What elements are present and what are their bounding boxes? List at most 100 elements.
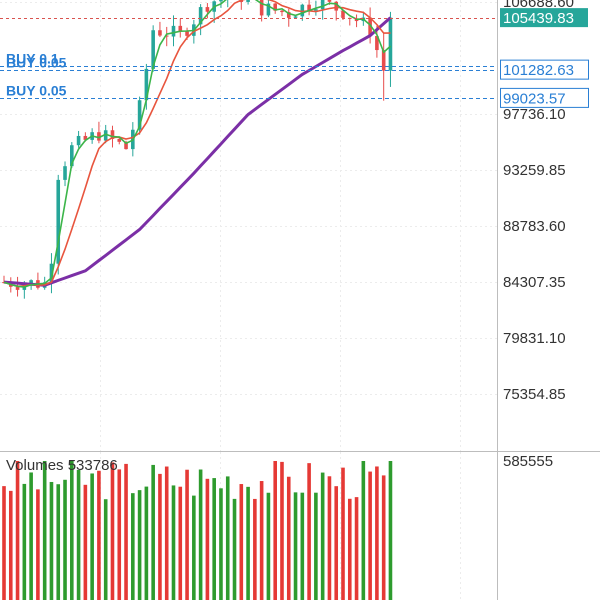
price-tick-label: 106688.60: [503, 0, 574, 11]
volume-bar: [368, 471, 372, 600]
volume-bar: [266, 492, 271, 600]
volume-bar: [29, 472, 33, 600]
candle-body: [334, 1, 339, 11]
candle-body: [70, 145, 74, 167]
volume-bar: [273, 461, 277, 600]
volume-bar: [347, 498, 352, 600]
candle-body: [327, 0, 332, 2]
volume-bar: [185, 469, 189, 600]
volume-axis-label: 585555: [503, 453, 553, 470]
volume-bar: [354, 497, 359, 600]
candle-body: [158, 30, 162, 36]
candle-body: [29, 280, 33, 285]
volume-bar: [70, 461, 74, 600]
candle-body: [63, 166, 67, 180]
candle-body: [341, 10, 345, 18]
volume-bar: [117, 469, 122, 600]
volume-bar: [178, 486, 183, 600]
volume-bar: [171, 485, 176, 600]
price-axis-labels: 106688.60 97736.10 93259.85 88783.60 84307.3…: [503, 0, 574, 403]
volume-bar: [341, 467, 345, 600]
candle-body: [273, 3, 277, 11]
volume-bar: [56, 484, 61, 600]
candle-body: [293, 16, 298, 18]
order-label[interactable]: BUY 0.1: [6, 51, 59, 67]
price-tick-label: 97736.10: [503, 106, 566, 123]
volume-bar: [320, 472, 325, 600]
price-tick-label: 75354.85: [503, 386, 566, 403]
volume-bar: [293, 492, 298, 600]
volume-bar: [49, 481, 54, 600]
volume-bar: [42, 461, 47, 600]
candle-body: [219, 0, 223, 2]
volume-bar: [334, 486, 339, 600]
price-tick-label: 84307.35: [503, 274, 566, 291]
order-label[interactable]: BUY 0.05: [6, 55, 67, 71]
volume-bars: [2, 461, 393, 600]
volume-bar: [253, 498, 257, 600]
volume-bar: [2, 486, 6, 600]
volume-bar: [259, 481, 264, 600]
candle-body: [76, 135, 81, 146]
price-badge: [500, 87, 589, 108]
candle-body: [137, 100, 142, 130]
candle-body: [124, 141, 128, 150]
candle-body: [307, 4, 311, 11]
candle-body: [198, 7, 203, 25]
volume-bar: [361, 461, 366, 600]
volume-bar: [232, 498, 237, 600]
volume-title: Volumes 533786: [6, 457, 118, 474]
volume-bar: [381, 475, 386, 600]
volume-bar: [36, 489, 40, 600]
candle-body: [97, 132, 101, 141]
volume-bar: [76, 469, 81, 600]
volume-bar: [280, 461, 284, 600]
candle-body: [246, 0, 250, 2]
volume-bar: [300, 492, 305, 600]
volume-bar: [239, 484, 244, 600]
ma-mid-line: [3, 0, 391, 288]
volume-bar: [192, 495, 196, 600]
volume-bar: [137, 490, 142, 600]
candle-body: [280, 10, 284, 13]
volume-bar: [103, 499, 108, 600]
volume-bar: [225, 476, 230, 600]
volume-bar: [15, 461, 20, 600]
candle-body: [286, 12, 291, 18]
volume-bar: [97, 470, 101, 600]
candle-body: [164, 35, 169, 37]
ma-fast-line: [3, 0, 392, 288]
price-badge-label: 99023.57: [503, 90, 566, 107]
volume-bar: [375, 466, 379, 600]
candle-body: [320, 0, 325, 10]
volume-bar: [164, 466, 169, 600]
candle-body: [15, 286, 20, 290]
candle-body: [368, 17, 372, 37]
volume-bar: [314, 492, 318, 600]
volume-bar: [8, 490, 13, 600]
price-tick-label: 79831.10: [503, 330, 566, 347]
candle-body: [144, 68, 149, 101]
candle-body: [117, 138, 122, 142]
candle-body: [185, 31, 189, 36]
candle-body: [56, 179, 61, 264]
candle-body: [110, 130, 115, 139]
price-badges: 105439.83 101282.63 99023.57: [500, 8, 589, 108]
price-grid: [0, 0, 497, 451]
volume-bar: [212, 478, 216, 600]
ma-slow-line: [3, 16, 392, 287]
price-badge: [500, 59, 589, 80]
price-badge: [500, 8, 588, 28]
volume-bar: [219, 488, 223, 600]
order-label[interactable]: BUY 0.05: [6, 83, 67, 99]
volume-bar: [151, 464, 155, 600]
volume-bar: [158, 473, 162, 600]
candle-body: [259, 0, 264, 16]
price-tick-label: 88783.60: [503, 218, 566, 235]
candle-body: [205, 7, 210, 12]
price-badge-label: 105439.83: [503, 10, 574, 27]
volume-bar: [110, 462, 115, 600]
